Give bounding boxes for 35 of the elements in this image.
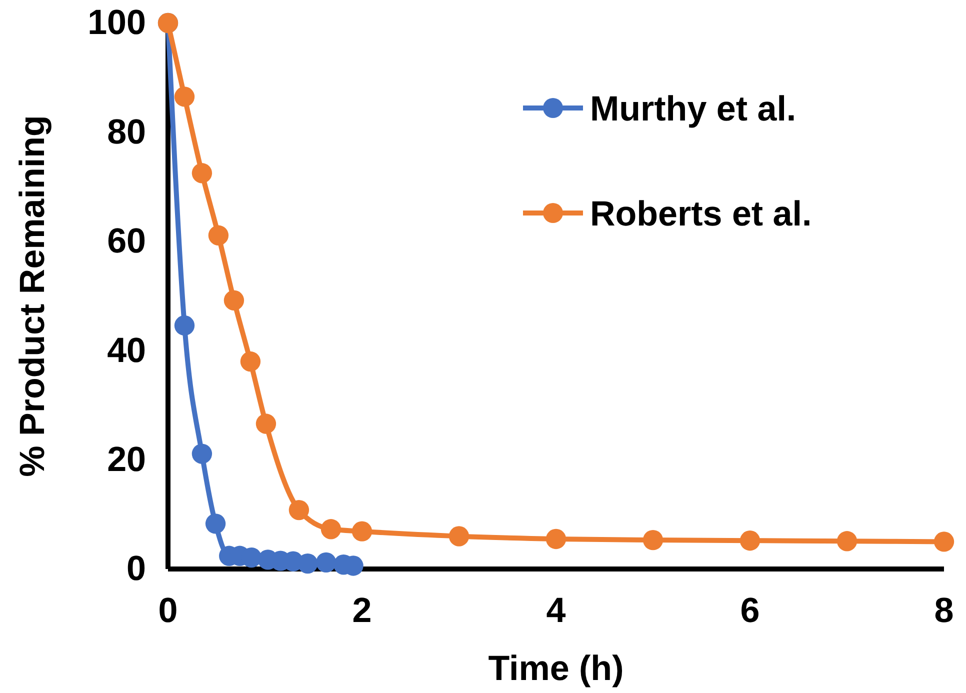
y-tick-label: 100: [88, 3, 146, 42]
point: [174, 315, 195, 336]
y-tick-label: 40: [107, 330, 146, 370]
point: [174, 86, 195, 107]
point: [224, 290, 244, 310]
x-tick-label: 0: [158, 590, 178, 630]
point: [448, 526, 470, 546]
point: [208, 225, 229, 246]
legend-label: Roberts et al.: [590, 194, 812, 234]
y-tick-label: 0: [126, 549, 146, 588]
point: [352, 521, 372, 542]
point: [642, 530, 664, 550]
point: [192, 163, 212, 184]
point: [298, 553, 318, 574]
x-tick-label: 2: [352, 590, 372, 630]
point: [934, 532, 954, 552]
y-tick-label: 80: [107, 112, 146, 152]
legend-label: Murthy et al.: [590, 89, 796, 128]
point: [546, 528, 566, 550]
point: [288, 500, 310, 520]
point: [240, 351, 261, 372]
y-tick-label: 20: [107, 440, 146, 479]
x-axis-title: Time (h): [488, 649, 624, 688]
x-tick-label: 6: [740, 590, 760, 630]
x-tick-label: 4: [546, 590, 566, 630]
point: [192, 444, 212, 464]
y-axis-title: % Product Remaining: [13, 115, 52, 477]
point: [256, 414, 276, 434]
x-tick-label: 8: [934, 590, 954, 630]
point: [320, 519, 342, 540]
point: [316, 552, 336, 573]
y-tick-label: 60: [107, 222, 146, 261]
point: [740, 530, 760, 551]
point: [205, 514, 226, 534]
point: [836, 531, 858, 552]
